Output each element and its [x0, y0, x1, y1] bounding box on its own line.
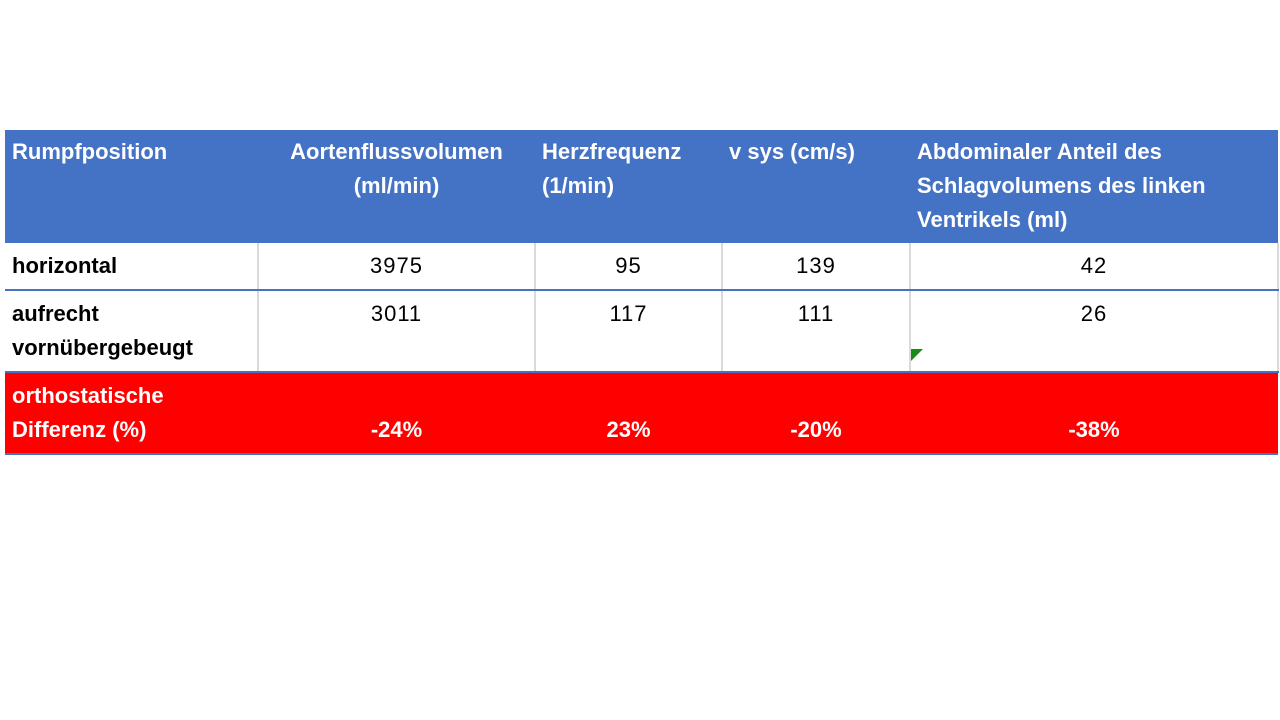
header-cell: v sys (cm/s) [722, 130, 910, 243]
difference-cell: -24% [258, 372, 535, 455]
data-cell: 117 [535, 290, 723, 373]
header-cell: Rumpfposition [5, 130, 258, 243]
difference-cell: -38% [910, 372, 1278, 455]
data-cell: 26 [910, 290, 1279, 373]
cell-marker [911, 349, 923, 361]
data-cell: 111 [722, 290, 911, 373]
table-body: Rumpfposition Aortenflussvolumen (ml/min)… [5, 130, 1279, 455]
data-cell: 42 [910, 243, 1279, 291]
header-cell: Aortenflussvolumen (ml/min) [258, 130, 535, 243]
header-cell: Herzfrequenz (1/min) [535, 130, 722, 243]
data-table: Rumpfposition Aortenflussvolumen (ml/min)… [5, 130, 1279, 455]
data-row: aufrecht vornübergebeugt 3011 117 111 26 [5, 290, 1279, 373]
data-row: horizontal 3975 95 139 42 [5, 243, 1279, 291]
difference-row: orthostatische Differenz (%) -24% 23% -20% -… [5, 372, 1278, 455]
data-cell: 139 [722, 243, 911, 291]
data-cell: horizontal [5, 243, 259, 291]
header-cell: Abdominaler Anteil des Schlagvolumens de… [910, 130, 1278, 243]
difference-cell: -20% [722, 372, 910, 455]
data-cell: aufrecht vornübergebeugt [5, 290, 259, 373]
data-cell: 95 [535, 243, 723, 291]
difference-cell: orthostatische Differenz (%) [5, 372, 258, 455]
data-cell: 3011 [258, 290, 536, 373]
difference-cell: 23% [535, 372, 722, 455]
data-cell: 3975 [258, 243, 536, 291]
header-row: Rumpfposition Aortenflussvolumen (ml/min)… [5, 130, 1278, 243]
